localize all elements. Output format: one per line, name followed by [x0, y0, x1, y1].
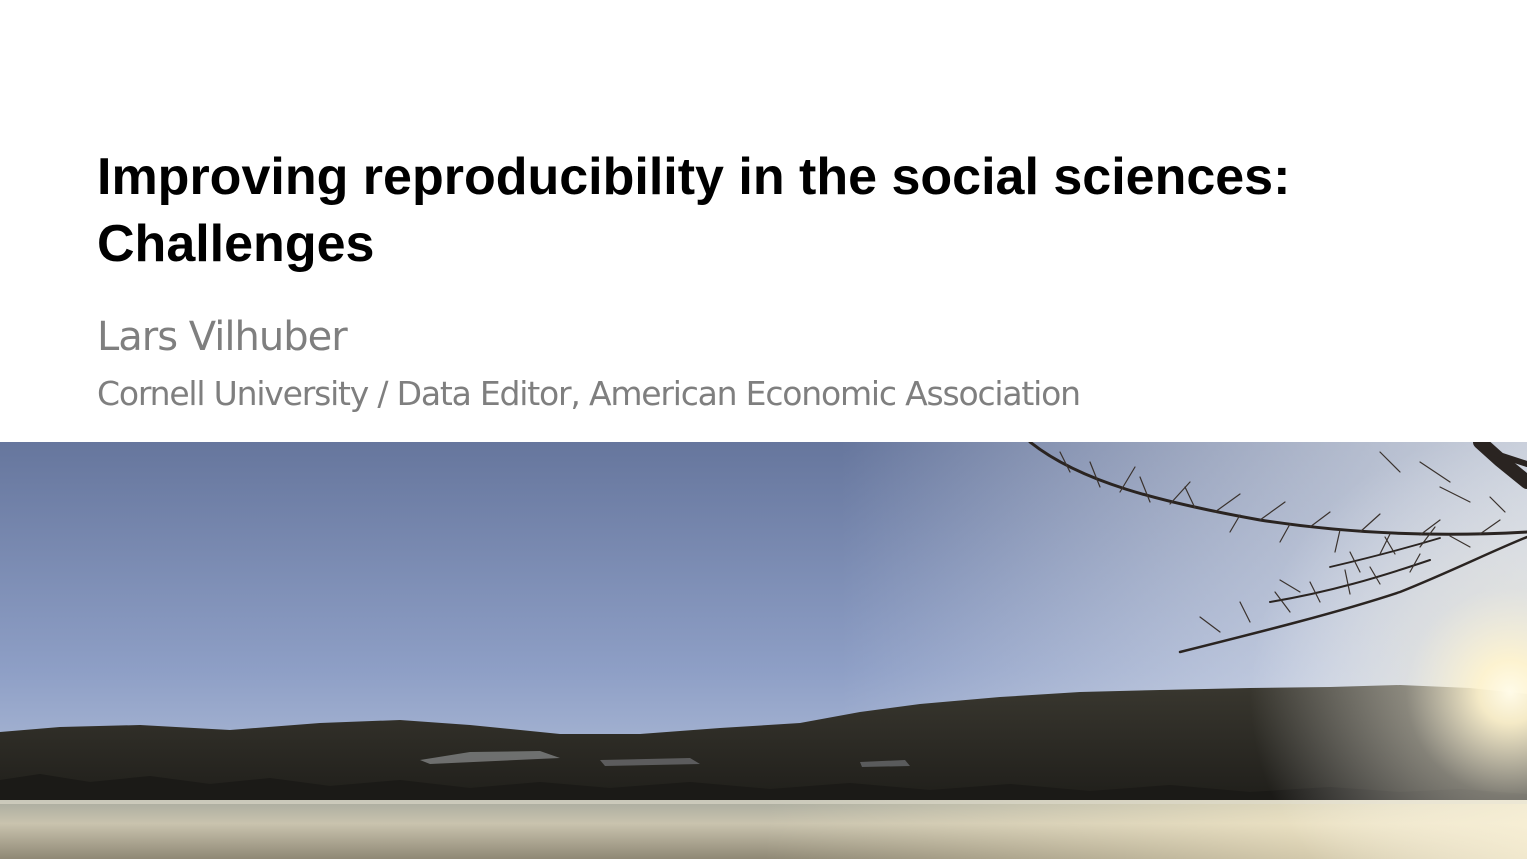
slide-title: Improving reproducibility in the social … [97, 148, 1291, 273]
author-name: Lars Vilhuber [97, 314, 348, 360]
lake-landscape-photo [0, 442, 1527, 859]
author-affiliation: Cornell University / Data Editor, Americ… [97, 374, 1081, 413]
